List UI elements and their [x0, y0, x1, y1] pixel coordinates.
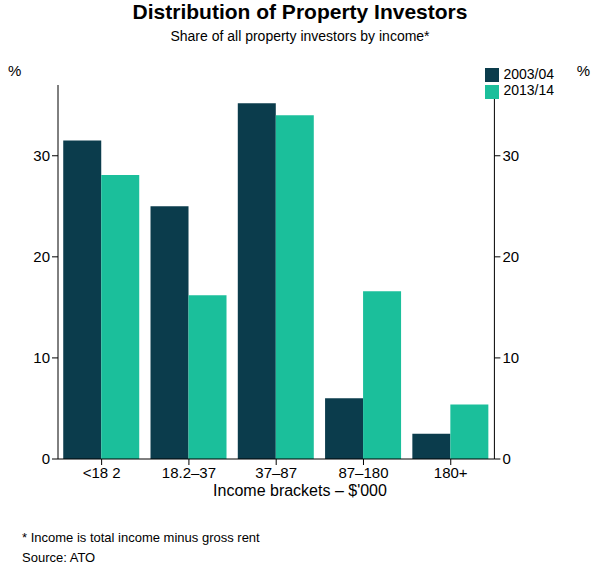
svg-text:0: 0 — [42, 450, 50, 467]
html-text:Distribution of Property Inves: Distribution of Property Investors — [132, 0, 468, 23]
svg-text:87–180: 87–180 — [338, 464, 388, 481]
svg-text:10: 10 — [502, 349, 519, 366]
html-text:* Income is total income minus: * Income is total income minus gross ren… — [22, 530, 260, 545]
svg-text:<18 2: <18 2 — [83, 464, 121, 481]
html-text:Source: ATO: Source: ATO — [22, 550, 96, 565]
svg-text:10: 10 — [33, 349, 50, 366]
svg-text:30: 30 — [502, 147, 519, 164]
html-text:Share of all property investor: Share of all property investors by incom… — [170, 28, 430, 44]
svg-text:30: 30 — [33, 147, 50, 164]
html-text:Income brackets – $'000: Income brackets – $'000 — [213, 482, 387, 499]
svg-text:0: 0 — [502, 450, 510, 467]
svg-text:18.2–37: 18.2–37 — [162, 464, 216, 481]
svg-text:37–87: 37–87 — [255, 464, 297, 481]
svg-text:180+: 180+ — [434, 464, 468, 481]
svg-text:20: 20 — [33, 248, 50, 265]
svg-text:20: 20 — [502, 248, 519, 265]
html-text:2013/14: 2013/14 — [503, 82, 554, 99]
html-text:2003/04: 2003/04 — [503, 66, 554, 82]
